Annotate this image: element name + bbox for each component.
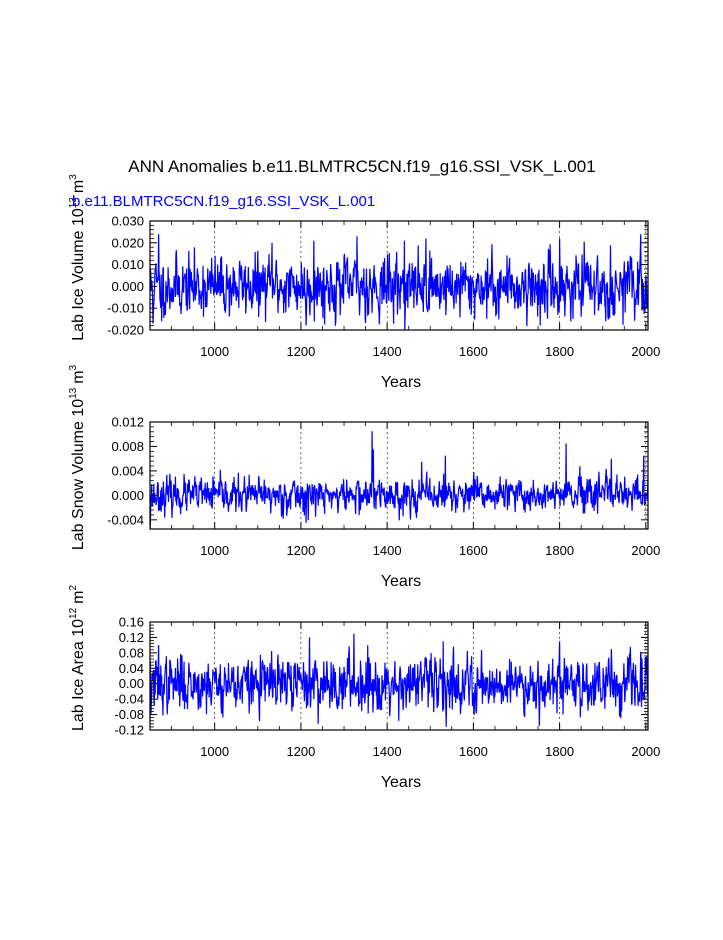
y-axis-label-unit: m xyxy=(70,180,87,193)
y-axis-label-unit-exp: 2 xyxy=(68,585,79,591)
y-axis-label: Lab Ice Area 1012 m2 xyxy=(68,585,87,732)
panel-lab-ice-volume: 1000 1200 1400 1600 1800 2000 -0.020 -0.010 0.00… xyxy=(68,174,660,391)
x-tick-label-2000: 2000 xyxy=(631,744,660,759)
y-axis-label-unit-exp: 3 xyxy=(68,364,79,370)
panel-lab-ice-area: 1000 1200 1400 1600 1800 2000-0.12-0.08-0.040… xyxy=(68,585,660,791)
x-tick-label-1200: 1200 xyxy=(286,344,315,359)
series-line-lab-ice-volume-0 xyxy=(150,234,648,330)
x-axis-label: Years xyxy=(381,374,421,391)
x-tick-label-2000: 2000 xyxy=(631,344,660,359)
plot-frame xyxy=(149,220,649,331)
y-axis-label-main: Lab Ice Area 10 xyxy=(70,619,87,731)
y-tick-label: 0.012 xyxy=(111,415,144,430)
x-tick-label-1800: 1800 xyxy=(545,543,574,558)
y-axis-label-main: Lab Ice Volume 10 xyxy=(70,208,87,341)
panels: 1000 1200 1400 1600 1800 2000 -0.020 -0.010 0.00… xyxy=(68,174,660,791)
y-axis-label-unit-exp: 3 xyxy=(68,174,79,180)
plot-frame xyxy=(149,621,649,731)
x-tick-label-1600: 1600 xyxy=(459,344,488,359)
x-tick-label-1000: 1000 xyxy=(200,543,229,558)
x-axis-label: Years xyxy=(381,573,421,590)
y-tick-label: 0.010 xyxy=(111,257,144,272)
x-tick-label-1600: 1600 xyxy=(459,744,488,759)
x-tick-label-1800: 1800 xyxy=(545,344,574,359)
y-axis-label-unit: m xyxy=(70,591,87,604)
y-axis-label-exp: 13 xyxy=(68,197,79,209)
y-tick-label: 0.08 xyxy=(119,645,144,660)
x-tick-label-2000: 2000 xyxy=(631,543,660,558)
y-tick-label: 0.000 xyxy=(111,488,144,503)
y-tick-label: 0.04 xyxy=(119,661,144,676)
series-line-lab-snow-volume-0 xyxy=(150,431,648,529)
series-line-lab-ice-area-0 xyxy=(150,633,648,727)
y-tick-label: -0.004 xyxy=(107,512,144,527)
y-tick-label: 0.008 xyxy=(111,439,144,454)
y-tick-label: 0.00 xyxy=(119,676,144,691)
x-tick-label-1400: 1400 xyxy=(373,344,402,359)
y-tick-label: 0.004 xyxy=(111,463,144,478)
y-tick-label: 0.000 xyxy=(111,279,144,294)
x-tick-label-1400: 1400 xyxy=(373,744,402,759)
y-tick-label: -0.12 xyxy=(114,723,144,738)
y-tick-label: -0.08 xyxy=(114,707,144,722)
y-axis-label: Lab Ice Volume 1013 m3 xyxy=(68,174,87,341)
y-tick-label: 0.12 xyxy=(119,630,144,645)
x-axis-label: Years xyxy=(381,774,421,791)
panel-lab-snow-volume: 1000 1200 1400 1600 1800 2000 -0.004 0.000 0.004… xyxy=(68,364,660,590)
x-tick-label-1200: 1200 xyxy=(286,543,315,558)
y-axis-label: Lab Snow Volume 1013 m3 xyxy=(68,364,87,550)
y-tick-label: 0.020 xyxy=(111,235,144,250)
x-tick-label-1000: 1000 xyxy=(200,744,229,759)
case-label: b.e11.BLMTRC5CN.f19_g16.SSI_VSK_L.001 xyxy=(72,193,375,210)
y-axis-label-unit: m xyxy=(70,370,87,383)
x-tick-label-1600: 1600 xyxy=(459,543,488,558)
x-tick-label-1800: 1800 xyxy=(545,744,574,759)
y-axis-label-exp: 13 xyxy=(68,387,79,399)
x-tick-label-1000: 1000 xyxy=(200,344,229,359)
x-tick-label-1200: 1200 xyxy=(286,744,315,759)
y-axis-label-exp: 12 xyxy=(68,607,79,619)
y-tick-label: -0.010 xyxy=(107,301,144,316)
figure-title: ANN Anomalies b.e11.BLMTRC5CN.f19_g16.SS… xyxy=(128,157,595,176)
y-tick-label: -0.04 xyxy=(114,692,144,707)
x-tick-label-1400: 1400 xyxy=(373,543,402,558)
y-tick-label: -0.020 xyxy=(107,323,144,338)
y-tick-label: 0.030 xyxy=(111,214,144,229)
y-axis-label-main: Lab Snow Volume 10 xyxy=(70,399,87,550)
y-tick-label: 0.16 xyxy=(119,615,144,630)
